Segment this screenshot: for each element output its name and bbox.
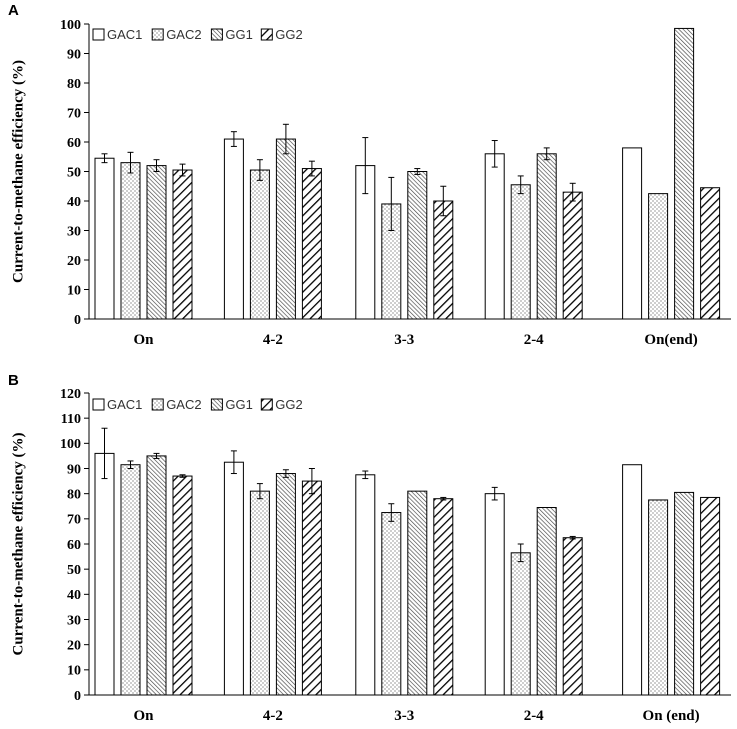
panel-a: A Current-to-methane efficiency (%) 0 10 20 3… [8,2,731,348]
legend-label-gg2: GG2 [275,397,302,412]
bar-gac1-on-end- [622,464,643,696]
bar-gg1-on-end- [674,27,695,320]
y-tick-label: 100 [60,18,81,33]
bar-gac2-3-3 [381,512,402,696]
bar-gac1-3-3 [355,474,376,696]
legend-label-gg1: GG1 [225,27,252,42]
x-category-label: On(end) [644,332,697,348]
dense-hatch-swatch-icon [210,28,223,41]
y-tick-label: 10 [67,664,81,679]
y-tick-label: 90 [67,462,81,477]
y-axis-label: Current-to-methane efficiency (%) [10,433,26,656]
x-category-label: 3-3 [394,708,414,724]
bar-gg1-2-4 [536,507,557,696]
bar-gac1-on [94,452,115,696]
bar-gac1-2-4 [484,153,505,320]
x-category-label: 4-2 [263,708,283,724]
y-tick-label: 30 [67,224,81,239]
bar-gg1-on [146,455,167,696]
y-tick-label: 80 [67,77,81,92]
bar-gac2-on-end- [648,499,669,696]
y-tick-label: 90 [67,47,81,62]
x-category-label: On [133,332,154,348]
bar-gac1-2-4 [484,493,505,696]
y-tick-label: 100 [60,437,81,452]
y-tick-label: 70 [67,513,81,528]
y-tick-label: 70 [67,106,81,121]
bar-gac1-4-2 [223,138,244,320]
bar-gg1-2-4 [536,153,557,320]
bar-gac1-on [94,157,115,320]
y-tick-label: 120 [60,387,81,402]
legend-label-gac1: GAC1 [107,27,142,42]
legend-label-gac1: GAC1 [107,397,142,412]
y-tick-label: 40 [67,588,81,603]
panel-label: B [8,372,19,389]
y-tick-label: 10 [67,283,81,298]
bar-gg2-2-4 [562,191,583,320]
dense-hatch-swatch-icon [210,398,223,411]
bar-gg2-2-4 [562,537,583,696]
y-tick-label: 110 [61,412,81,427]
x-category-label: On [133,708,154,724]
y-axis-label: Current-to-methane efficiency (%) [10,60,26,283]
y-tick-label: 20 [67,639,81,654]
x-category-label: 2-4 [524,708,544,724]
bar-gg2-on [172,169,193,320]
bar-gac1-on-end- [622,147,643,320]
bar-gg2-3-3 [433,200,454,320]
bar-gg2-on-end- [700,187,721,320]
y-tick-label: 0 [74,689,81,704]
legend-label-gg1: GG1 [225,397,252,412]
y-tick-label: 20 [67,254,81,269]
bar-gac2-4-2 [249,490,270,696]
white-swatch-icon [92,28,105,41]
bar-gg2-on [172,475,193,696]
panel-b: B Current-to-methane efficiency (%) 0 10 20 3… [8,372,731,724]
y-tick-label: 60 [67,136,81,151]
y-tick-label: 50 [67,563,81,578]
panel-label: A [8,2,19,19]
bar-gg1-4-2 [275,138,296,320]
bar-gac2-on [120,464,141,696]
bar-gg1-4-2 [275,473,296,696]
bar-gac2-2-4 [510,552,531,696]
wide-hatch-swatch-icon [260,398,273,411]
legend-label-gg2: GG2 [275,27,302,42]
bar-gac2-2-4 [510,184,531,320]
bar-gg2-on-end- [700,496,721,696]
bar-gg1-on-end- [674,491,695,696]
bar-gg2-4-2 [301,168,322,320]
bar-gac2-on [120,162,141,320]
legend-label-gac2: GAC2 [166,397,201,412]
dotted-swatch-icon [151,398,164,411]
x-category-label: 3-3 [394,332,414,348]
y-tick-label: 50 [67,165,81,180]
bar-gg1-3-3 [407,171,428,320]
white-swatch-icon [92,398,105,411]
y-tick-label: 40 [67,195,81,210]
dotted-swatch-icon [151,28,164,41]
wide-hatch-swatch-icon [260,28,273,41]
bar-gac2-on-end- [648,193,669,320]
y-tick-label: 80 [67,488,81,503]
y-tick-label: 60 [67,538,81,553]
legend-label-gac2: GAC2 [166,27,201,42]
x-category-label: 2-4 [524,332,544,348]
bar-gg1-3-3 [407,490,428,696]
bar-gg2-4-2 [301,480,322,696]
bar-gg2-3-3 [433,498,454,696]
x-category-label: 4-2 [263,332,283,348]
x-category-label: On (end) [643,708,700,724]
y-tick-label: 0 [74,313,81,328]
bar-gg1-on [146,165,167,320]
y-tick-label: 30 [67,613,81,628]
bar-gac2-4-2 [249,169,270,320]
bar-gac1-4-2 [223,461,244,696]
